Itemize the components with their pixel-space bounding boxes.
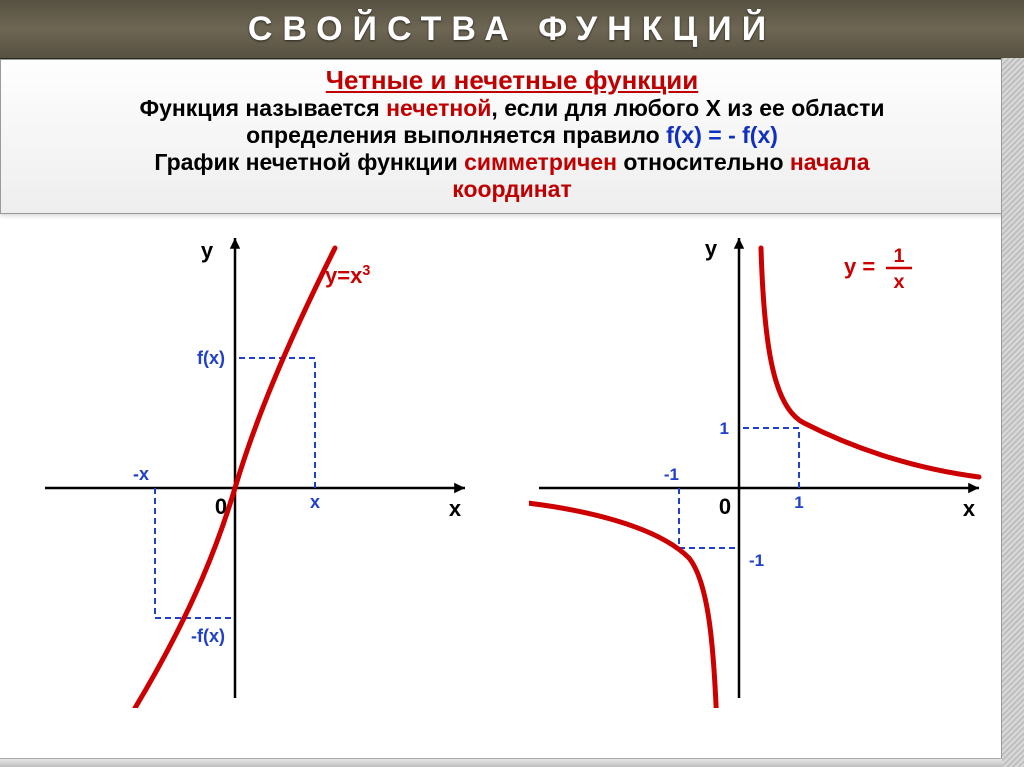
def-text: определения выполняется правило xyxy=(246,122,666,148)
svg-text:x: x xyxy=(893,271,904,293)
svg-text:y =: y = xyxy=(844,254,875,279)
svg-text:x: x xyxy=(310,492,320,512)
svg-text:-f(x): -f(x) xyxy=(191,626,225,646)
slide-bottom-shadow xyxy=(0,758,1002,767)
slide-right-shadow xyxy=(1001,58,1024,767)
svg-text:-1: -1 xyxy=(749,551,764,570)
definition-subtitle: Четные и нечетные функции xyxy=(15,66,1009,95)
def-highlight: нечетной xyxy=(386,95,491,121)
slide: СВОЙСТВА ФУНКЦИЙ Четные и нечетные функц… xyxy=(0,0,1024,767)
definition-line-1: Функция называется нечетной, если для лю… xyxy=(15,95,1009,122)
svg-text:1: 1 xyxy=(893,245,904,267)
chart-hyperbola: х у 0 1 1 -1 -1 y = 1 x xyxy=(529,228,989,713)
title-bar: СВОЙСТВА ФУНКЦИЙ xyxy=(0,0,1024,59)
slide-title: СВОЙСТВА ФУНКЦИЙ xyxy=(248,10,776,49)
chart-cubic: ху0x-xf(x)-f(x)y=x3 xyxy=(35,228,475,713)
svg-text:х: х xyxy=(449,496,462,521)
definition-box: Четные и нечетные функции Функция называ… xyxy=(0,59,1024,214)
def-text: относительно xyxy=(617,149,790,175)
def-highlight: симметричен xyxy=(464,149,617,175)
def-highlight: начала xyxy=(790,149,870,175)
definition-line-2: определения выполняется правило f(x) = -… xyxy=(15,122,1009,149)
def-text: , если для любого X из ее области xyxy=(491,95,884,121)
svg-text:0: 0 xyxy=(719,494,731,519)
svg-text:1: 1 xyxy=(720,419,729,438)
svg-text:1: 1 xyxy=(794,493,803,512)
svg-text:-1: -1 xyxy=(664,465,679,484)
svg-text:y=x3: y=x3 xyxy=(325,263,370,288)
def-text: Функция называется xyxy=(139,95,386,121)
charts-row: х у 0 x -x f(x) -f(x) y=x3 х у 0 1 1 -1 -1 y = 1 x xyxy=(0,214,1024,713)
definition-line-3: График нечетной функции симметричен отно… xyxy=(15,149,1009,176)
svg-text:у: у xyxy=(705,236,718,261)
svg-text:-x: -x xyxy=(133,464,149,484)
svg-text:у: у xyxy=(201,238,214,263)
def-formula: f(x) = - f(x) xyxy=(666,122,778,148)
svg-text:f(x): f(x) xyxy=(197,348,225,368)
def-text: График нечетной функции xyxy=(154,149,464,175)
definition-line-4: координат xyxy=(15,176,1009,203)
svg-text:х: х xyxy=(963,496,976,521)
